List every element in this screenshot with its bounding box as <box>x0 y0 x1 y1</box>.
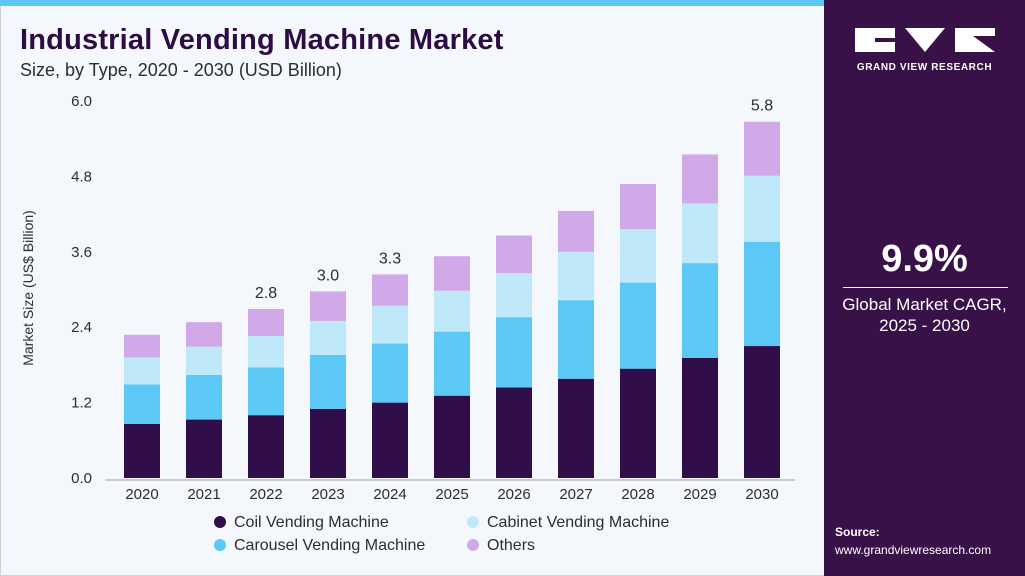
bar-segment-cabinet-vending-machine-2023 <box>310 320 346 355</box>
y-axis-title: Market Size (US$ Billion) <box>20 210 36 366</box>
bar-segment-carousel-vending-machine-2021 <box>186 374 222 420</box>
bar-segment-cabinet-vending-machine-2027 <box>558 251 594 301</box>
bar-segment-others-2022 <box>248 308 284 336</box>
source-link[interactable]: www.grandviewresearch.com <box>835 543 992 557</box>
legend-item-carousel: Carousel Vending Machine <box>214 537 425 555</box>
bar-segment-others-2020 <box>124 334 160 358</box>
bar-segment-carousel-vending-machine-2030 <box>744 241 780 347</box>
cagr-label-line-2: 2025 - 2030 <box>879 316 970 335</box>
legend-item-others: Others <box>467 537 535 555</box>
bar-segment-cabinet-vending-machine-2020 <box>124 357 160 385</box>
brand-name: GRAND VIEW RESEARCH <box>856 62 993 73</box>
legend-label-others: Others <box>487 537 536 554</box>
bar-segment-others-2028 <box>620 183 656 230</box>
bar-segment-carousel-vending-machine-2026 <box>496 317 532 388</box>
bar-segment-cabinet-vending-machine-2029 <box>682 203 718 264</box>
x-tick-label: 2024 <box>373 486 406 503</box>
legend-label-carousel: Carousel Vending Machine <box>234 537 426 554</box>
x-tick-label: 2021 <box>187 486 220 503</box>
bar-segment-others-2026 <box>496 235 532 274</box>
bar-segment-others-2027 <box>558 210 594 252</box>
legend-swatch-carousel <box>214 539 226 551</box>
data-label-2024: 3.3 <box>379 250 401 267</box>
bar-segment-coil-vending-machine-2025 <box>434 395 470 478</box>
bar-segment-carousel-vending-machine-2024 <box>372 343 408 403</box>
bar-segment-cabinet-vending-machine-2026 <box>496 273 532 318</box>
x-tick-label: 2023 <box>311 486 344 503</box>
bar-segment-coil-vending-machine-2026 <box>496 387 532 478</box>
bar-segment-coil-vending-machine-2030 <box>744 346 780 478</box>
bar-segment-carousel-vending-machine-2029 <box>682 263 718 358</box>
chart-title: Industrial Vending Machine Market <box>20 24 504 56</box>
cagr-divider <box>843 287 1008 288</box>
bar-segment-carousel-vending-machine-2027 <box>558 300 594 379</box>
y-tick-label: 0.0 <box>71 470 92 487</box>
x-tick-label: 2029 <box>683 486 716 503</box>
legend-label-coil: Coil Vending Machine <box>234 514 389 531</box>
x-tick-label: 2028 <box>621 486 654 503</box>
bar-segment-cabinet-vending-machine-2021 <box>186 346 222 375</box>
legend-label-cabinet: Cabinet Vending Machine <box>487 514 670 531</box>
x-tick-label: 2022 <box>249 486 282 503</box>
bar-chart: Market Size (US$ Billion) 0.0 1.2 2.4 3.6 4.… <box>20 93 795 503</box>
legend-item-cabinet: Cabinet Vending Machine <box>467 514 669 532</box>
bar-segment-coil-vending-machine-2027 <box>558 378 594 478</box>
bar-segment-coil-vending-machine-2028 <box>620 368 656 478</box>
legend-item-coil: Coil Vending Machine <box>214 514 389 532</box>
data-label-2022: 2.8 <box>255 285 277 302</box>
x-tick-label: 2027 <box>559 486 592 503</box>
data-label-2030: 5.8 <box>751 98 773 115</box>
y-tick-label: 4.8 <box>71 168 92 185</box>
bar-segment-coil-vending-machine-2029 <box>682 357 718 478</box>
bar-segment-carousel-vending-machine-2028 <box>620 282 656 369</box>
cagr-value: 9.9% <box>881 238 968 280</box>
bar-segment-coil-vending-machine-2021 <box>186 419 222 478</box>
bar-segment-cabinet-vending-machine-2030 <box>744 175 780 242</box>
y-tick-label: 2.4 <box>71 319 92 336</box>
chart-subtitle: Size, by Type, 2020 - 2030 (USD Billion) <box>20 60 342 80</box>
bar-segment-others-2030 <box>744 121 780 176</box>
bar-segment-carousel-vending-machine-2022 <box>248 367 284 416</box>
bar-segment-others-2021 <box>186 322 222 347</box>
bar-segment-cabinet-vending-machine-2024 <box>372 305 408 344</box>
bar-segment-carousel-vending-machine-2020 <box>124 384 160 424</box>
cagr-label-line-1: Global Market CAGR, <box>842 295 1007 314</box>
bar-segment-cabinet-vending-machine-2028 <box>620 229 656 283</box>
legend-swatch-cabinet <box>467 516 479 528</box>
y-tick-label: 6.0 <box>71 93 92 110</box>
bar-segment-carousel-vending-machine-2025 <box>434 331 470 396</box>
data-label-2023: 3.0 <box>317 267 339 284</box>
top-accent-bar <box>0 0 824 6</box>
bar-segment-carousel-vending-machine-2023 <box>310 354 346 409</box>
bar-segment-others-2023 <box>310 291 346 321</box>
legend-swatch-coil <box>214 516 226 528</box>
bar-segment-others-2029 <box>682 154 718 204</box>
bar-segment-coil-vending-machine-2022 <box>248 415 284 478</box>
cagr-label: Global Market CAGR, 2025 - 2030 <box>824 294 1025 336</box>
gvr-logo-icon <box>855 28 995 52</box>
bar-segment-coil-vending-machine-2020 <box>124 423 160 478</box>
side-panel <box>824 0 1025 576</box>
bar-segment-coil-vending-machine-2024 <box>372 402 408 478</box>
x-tick-label: 2026 <box>497 486 530 503</box>
y-tick-label: 3.6 <box>71 244 92 261</box>
bar-segment-cabinet-vending-machine-2025 <box>434 290 470 332</box>
legend-swatch-others <box>467 539 479 551</box>
bar-segment-others-2025 <box>434 256 470 291</box>
bar-segment-coil-vending-machine-2023 <box>310 408 346 478</box>
source-label: Source: <box>835 525 880 539</box>
y-tick-label: 1.2 <box>71 395 92 412</box>
x-tick-label: 2030 <box>745 486 778 503</box>
x-tick-label: 2025 <box>435 486 468 503</box>
x-tick-label: 2020 <box>125 486 158 503</box>
bar-segment-others-2024 <box>372 274 408 306</box>
bar-segment-cabinet-vending-machine-2022 <box>248 335 284 368</box>
